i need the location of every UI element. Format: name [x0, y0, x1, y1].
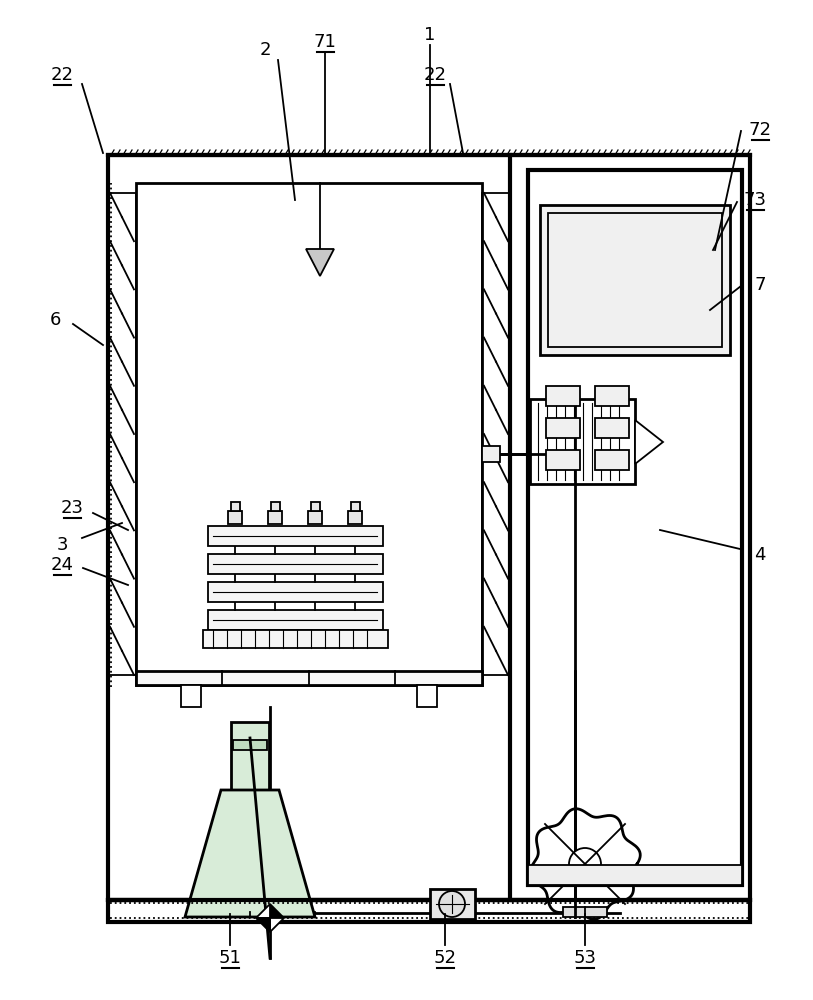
Bar: [540, 205, 730, 355]
Bar: [203, 630, 388, 648]
Bar: [528, 865, 742, 885]
Polygon shape: [256, 904, 270, 918]
Bar: [108, 193, 136, 675]
Bar: [563, 907, 607, 917]
Bar: [528, 170, 742, 885]
Polygon shape: [530, 809, 641, 919]
Text: 2: 2: [259, 41, 271, 59]
Bar: [548, 213, 722, 347]
Circle shape: [569, 848, 601, 880]
Text: 73: 73: [744, 191, 767, 209]
Bar: [208, 610, 383, 630]
Text: 22: 22: [424, 66, 446, 84]
Bar: [208, 526, 383, 546]
Bar: [108, 900, 750, 922]
Text: 72: 72: [749, 121, 772, 139]
Bar: [181, 685, 201, 707]
Bar: [595, 418, 629, 438]
Text: 53: 53: [573, 949, 597, 967]
Bar: [482, 193, 510, 675]
Text: 3: 3: [56, 536, 67, 554]
Bar: [546, 418, 580, 438]
Text: 52: 52: [433, 949, 457, 967]
Bar: [351, 502, 360, 511]
Polygon shape: [185, 790, 315, 917]
Text: 1: 1: [424, 26, 436, 44]
Bar: [311, 502, 320, 511]
Bar: [348, 511, 362, 524]
Text: 22: 22: [50, 66, 73, 84]
Text: 6: 6: [50, 311, 61, 329]
Bar: [108, 155, 750, 900]
Bar: [231, 502, 240, 511]
Bar: [228, 511, 242, 524]
Bar: [595, 450, 629, 470]
Bar: [546, 450, 580, 470]
Text: 4: 4: [754, 546, 766, 564]
Bar: [231, 722, 269, 790]
Bar: [136, 671, 482, 685]
Polygon shape: [306, 249, 334, 276]
Bar: [271, 502, 280, 511]
Bar: [482, 446, 500, 462]
Bar: [546, 386, 580, 406]
Polygon shape: [635, 420, 663, 464]
Text: 24: 24: [50, 556, 73, 574]
Bar: [308, 511, 322, 524]
Bar: [417, 685, 437, 707]
Bar: [530, 399, 635, 484]
Polygon shape: [256, 918, 270, 932]
Bar: [595, 386, 629, 406]
Text: 51: 51: [219, 949, 241, 967]
Bar: [430, 889, 475, 919]
Bar: [233, 740, 267, 750]
Bar: [208, 582, 383, 602]
Text: 23: 23: [60, 499, 84, 517]
Bar: [136, 183, 482, 685]
Polygon shape: [270, 904, 284, 918]
Bar: [208, 554, 383, 574]
Bar: [268, 511, 282, 524]
Text: 71: 71: [314, 33, 337, 51]
Polygon shape: [270, 918, 284, 932]
Text: 7: 7: [754, 276, 766, 294]
Circle shape: [439, 891, 465, 917]
